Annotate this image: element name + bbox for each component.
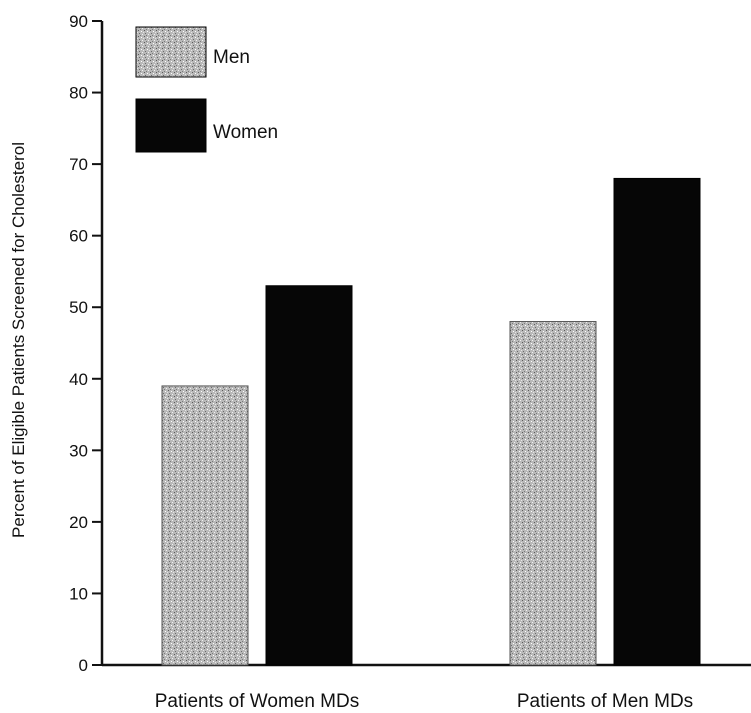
y-tick-label: 80 (69, 84, 88, 103)
x-category-label: Patients of Men MDs (517, 691, 693, 712)
legend-swatch-women (135, 98, 207, 153)
bar-men-women-mds (161, 385, 249, 666)
bar-women-men-mds (613, 177, 701, 666)
y-tick-label: 0 (79, 656, 88, 675)
bars (161, 177, 701, 666)
legend-swatch-men (135, 26, 207, 78)
category-labels: Patients of Women MDs Patients of Men MDs (155, 691, 693, 712)
y-axis-title: Percent of Eligible Patients Screened fo… (9, 142, 28, 538)
y-tick-label: 40 (69, 370, 88, 389)
bar-women-women-mds (265, 285, 353, 666)
bar-men-men-mds (509, 321, 597, 666)
y-tick-label: 30 (69, 441, 88, 460)
y-tick-label: 20 (69, 513, 88, 532)
y-tick-label: 60 (69, 227, 88, 246)
legend-label-men: Men (213, 47, 250, 68)
legend-label-women: Women (213, 122, 278, 143)
x-category-label: Patients of Women MDs (155, 691, 360, 712)
y-tick-label: 10 (69, 584, 88, 603)
legend: Men Women (135, 26, 278, 153)
y-tick-label: 50 (69, 298, 88, 317)
y-tick-label: 90 (69, 12, 88, 31)
y-tick-label: 70 (69, 155, 88, 174)
